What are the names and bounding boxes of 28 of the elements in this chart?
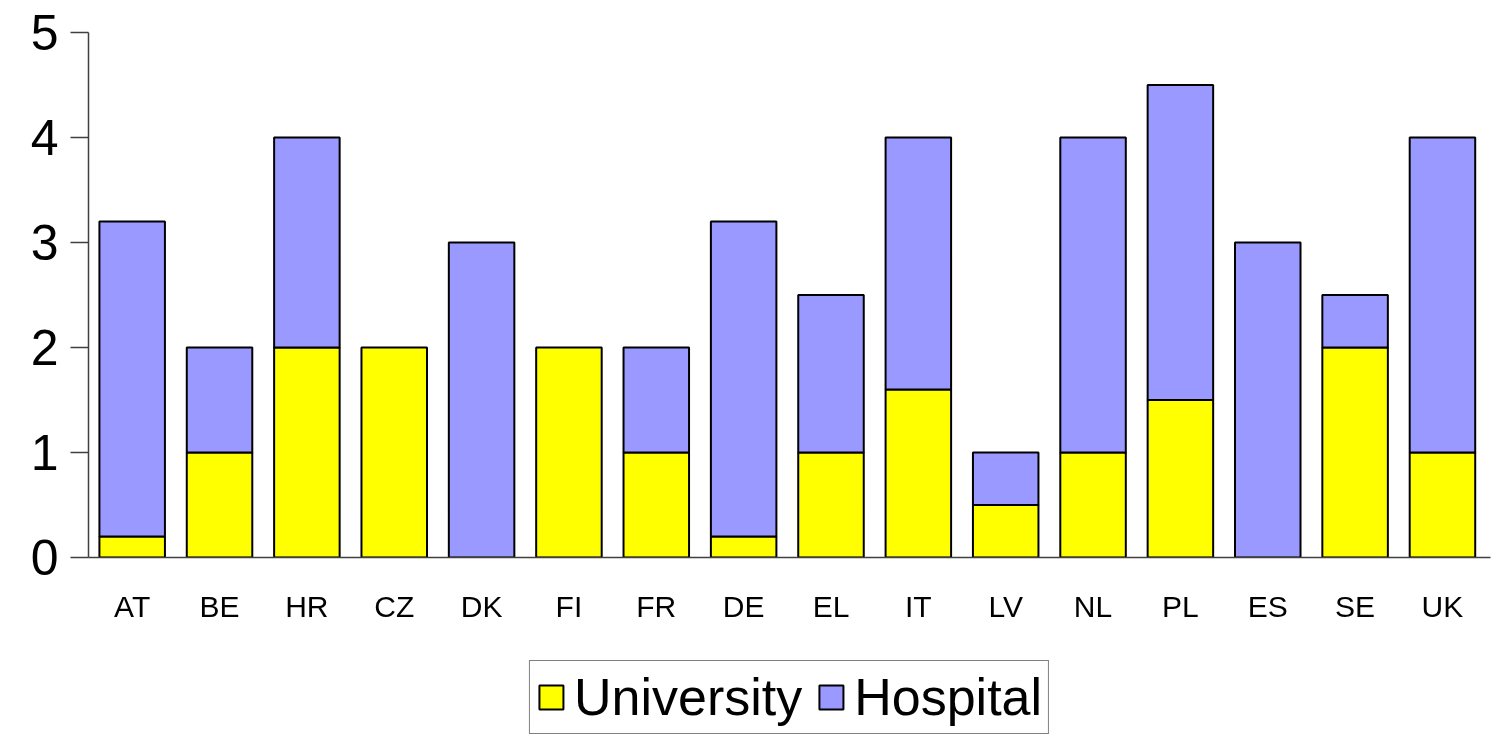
y-tick-label: 5 <box>30 5 59 61</box>
x-tick-label: DE <box>722 589 765 623</box>
legend-label: Hospital <box>854 667 1043 727</box>
bar <box>1234 241 1302 558</box>
x-tick-label: HR <box>285 589 329 623</box>
x-tick-label: SE <box>1335 589 1376 623</box>
x-tick-label: ES <box>1247 589 1288 623</box>
y-tick-label: 1 <box>30 425 59 481</box>
x-tick-label: UK <box>1421 589 1464 623</box>
y-tick-label: 4 <box>30 110 59 166</box>
y-tick-label: 2 <box>30 320 59 376</box>
x-tick-label: FR <box>636 589 677 623</box>
bar <box>447 241 516 558</box>
x-tick-label: IT <box>905 589 932 623</box>
x-tick-label: FI <box>555 589 583 623</box>
x-tick-label: AT <box>114 589 151 623</box>
x-tick-label: CZ <box>374 589 415 623</box>
x-tick-label: LV <box>988 589 1023 623</box>
bar <box>535 346 603 558</box>
y-tick-label: 3 <box>30 215 59 271</box>
x-tick-label: NL <box>1073 589 1113 623</box>
x-tick-label: EL <box>812 589 850 623</box>
x-tick-label: BE <box>199 589 240 623</box>
x-tick-label: PL <box>1162 589 1199 623</box>
bar <box>360 346 428 558</box>
y-tick-label: 0 <box>30 530 59 586</box>
legend-label: University <box>573 667 803 727</box>
x-tick-label: DK <box>460 589 503 623</box>
